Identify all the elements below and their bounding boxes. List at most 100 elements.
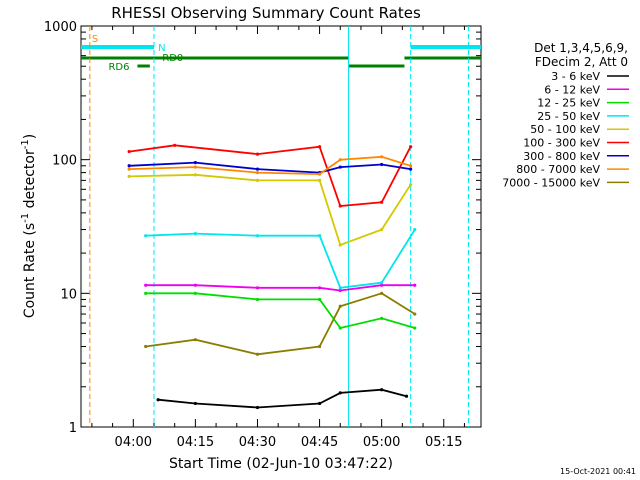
series-line xyxy=(145,284,415,292)
legend-label: 3 - 6 keV xyxy=(551,70,600,83)
series-point xyxy=(144,234,148,238)
series-point xyxy=(338,304,342,308)
series-point xyxy=(144,283,148,287)
legend-label: 300 - 800 keV xyxy=(523,150,600,163)
legend-header-2: FDecim 2, Att 0 xyxy=(535,55,628,69)
footer-timestamp: 15-Oct-2021 00:41 xyxy=(560,467,636,476)
series-point xyxy=(317,286,322,290)
series-point xyxy=(317,297,322,302)
series-point xyxy=(404,394,409,398)
series-point xyxy=(413,283,417,287)
series-point xyxy=(409,164,413,168)
y-label-end: ) xyxy=(22,134,38,139)
series-point xyxy=(193,231,197,236)
x-tick-label: 04:30 xyxy=(239,435,276,450)
legend-label: 50 - 100 keV xyxy=(530,123,600,136)
y-tick-label: 100 xyxy=(52,154,77,169)
legend-label: 100 - 300 keV xyxy=(523,137,600,150)
series-point xyxy=(144,344,148,349)
series-line xyxy=(145,292,416,330)
series-point xyxy=(193,161,197,165)
chart-title: RHESSI Observing Summary Count Rates xyxy=(111,4,421,22)
series-point xyxy=(255,286,260,290)
y-tick-label: 1 xyxy=(69,421,77,436)
series-line xyxy=(145,229,416,289)
series-group xyxy=(127,143,417,410)
series-point xyxy=(156,398,160,402)
flag-label-s: S xyxy=(92,34,98,45)
legend-label: 6 - 12 keV xyxy=(544,83,600,96)
y-axis: 1 10 100 1000 xyxy=(44,20,481,436)
series-point xyxy=(338,286,342,290)
series-point xyxy=(173,143,177,147)
series-point xyxy=(193,401,197,406)
flag-label-rd0: RD0 xyxy=(162,53,183,64)
series-point xyxy=(193,338,197,342)
y-label-mid: detector xyxy=(22,149,38,213)
series-point xyxy=(338,391,342,395)
series-point xyxy=(127,167,131,171)
y-label-sup2: -1 xyxy=(20,139,31,149)
x-axis-label: Start Time (02-Jun-10 03:47:22) xyxy=(169,456,393,472)
legend-label: 800 - 7000 keV xyxy=(516,163,600,176)
series-point xyxy=(255,152,260,156)
series-point xyxy=(193,283,197,287)
series-point xyxy=(317,401,322,406)
series-point xyxy=(338,204,342,208)
series-point xyxy=(338,243,342,247)
series-point xyxy=(380,162,384,167)
plot-frame xyxy=(80,25,482,428)
series-point xyxy=(409,183,413,187)
x-tick-label: 04:00 xyxy=(115,435,152,450)
series-point xyxy=(317,178,322,182)
flag-label-rd6: RD6 xyxy=(108,62,129,73)
event-lines xyxy=(89,26,470,427)
series-point xyxy=(413,326,417,330)
series-point xyxy=(409,145,413,149)
series-point xyxy=(380,283,384,287)
series-point xyxy=(317,172,322,176)
legend-label: 12 - 25 keV xyxy=(537,97,600,110)
series-point xyxy=(193,291,197,295)
x-tick-label: 05:15 xyxy=(425,435,462,450)
series-point xyxy=(413,312,417,316)
flag-bands xyxy=(81,45,481,68)
x-tick-label: 04:45 xyxy=(301,435,338,450)
series-point xyxy=(255,167,260,171)
legend-header-1: Det 1,3,4,5,6,9, xyxy=(534,41,628,55)
x-axis: 04:00 04:15 04:30 04:45 05:00 05:15 xyxy=(91,26,465,450)
y-axis-label: Count Rate (s-1 detector-1) xyxy=(20,134,38,318)
y-tick-label: 1000 xyxy=(44,20,77,35)
series-point xyxy=(380,155,384,159)
series-point xyxy=(193,173,197,177)
series-point xyxy=(380,388,384,392)
series-point xyxy=(127,164,131,168)
series-point xyxy=(317,145,322,149)
series-point xyxy=(255,171,260,175)
series-point xyxy=(380,227,384,232)
series-point xyxy=(127,149,131,154)
series-point xyxy=(338,158,342,162)
series-point xyxy=(413,227,417,232)
x-tick-label: 05:00 xyxy=(363,435,400,450)
series-point xyxy=(380,291,384,295)
legend-label: 7000 - 15000 keV xyxy=(502,176,600,189)
legend: Det 1,3,4,5,6,9, FDecim 2, Att 0 3 - 6 k… xyxy=(502,41,629,189)
y-label-sup1: -1 xyxy=(20,213,31,223)
series-point xyxy=(255,178,260,182)
series-point xyxy=(255,405,260,410)
series-point xyxy=(317,234,322,238)
series-point xyxy=(255,352,260,356)
series-point xyxy=(380,316,384,320)
x-tick-label: 04:15 xyxy=(177,435,214,450)
y-tick-label: 10 xyxy=(60,287,77,302)
series-point xyxy=(255,234,260,238)
series-point xyxy=(338,288,342,293)
series-point xyxy=(338,326,342,330)
series-point xyxy=(144,291,148,295)
y-label-main: Count Rate (s xyxy=(22,223,38,318)
series-point xyxy=(193,165,197,169)
legend-label: 25 - 50 keV xyxy=(537,110,600,123)
